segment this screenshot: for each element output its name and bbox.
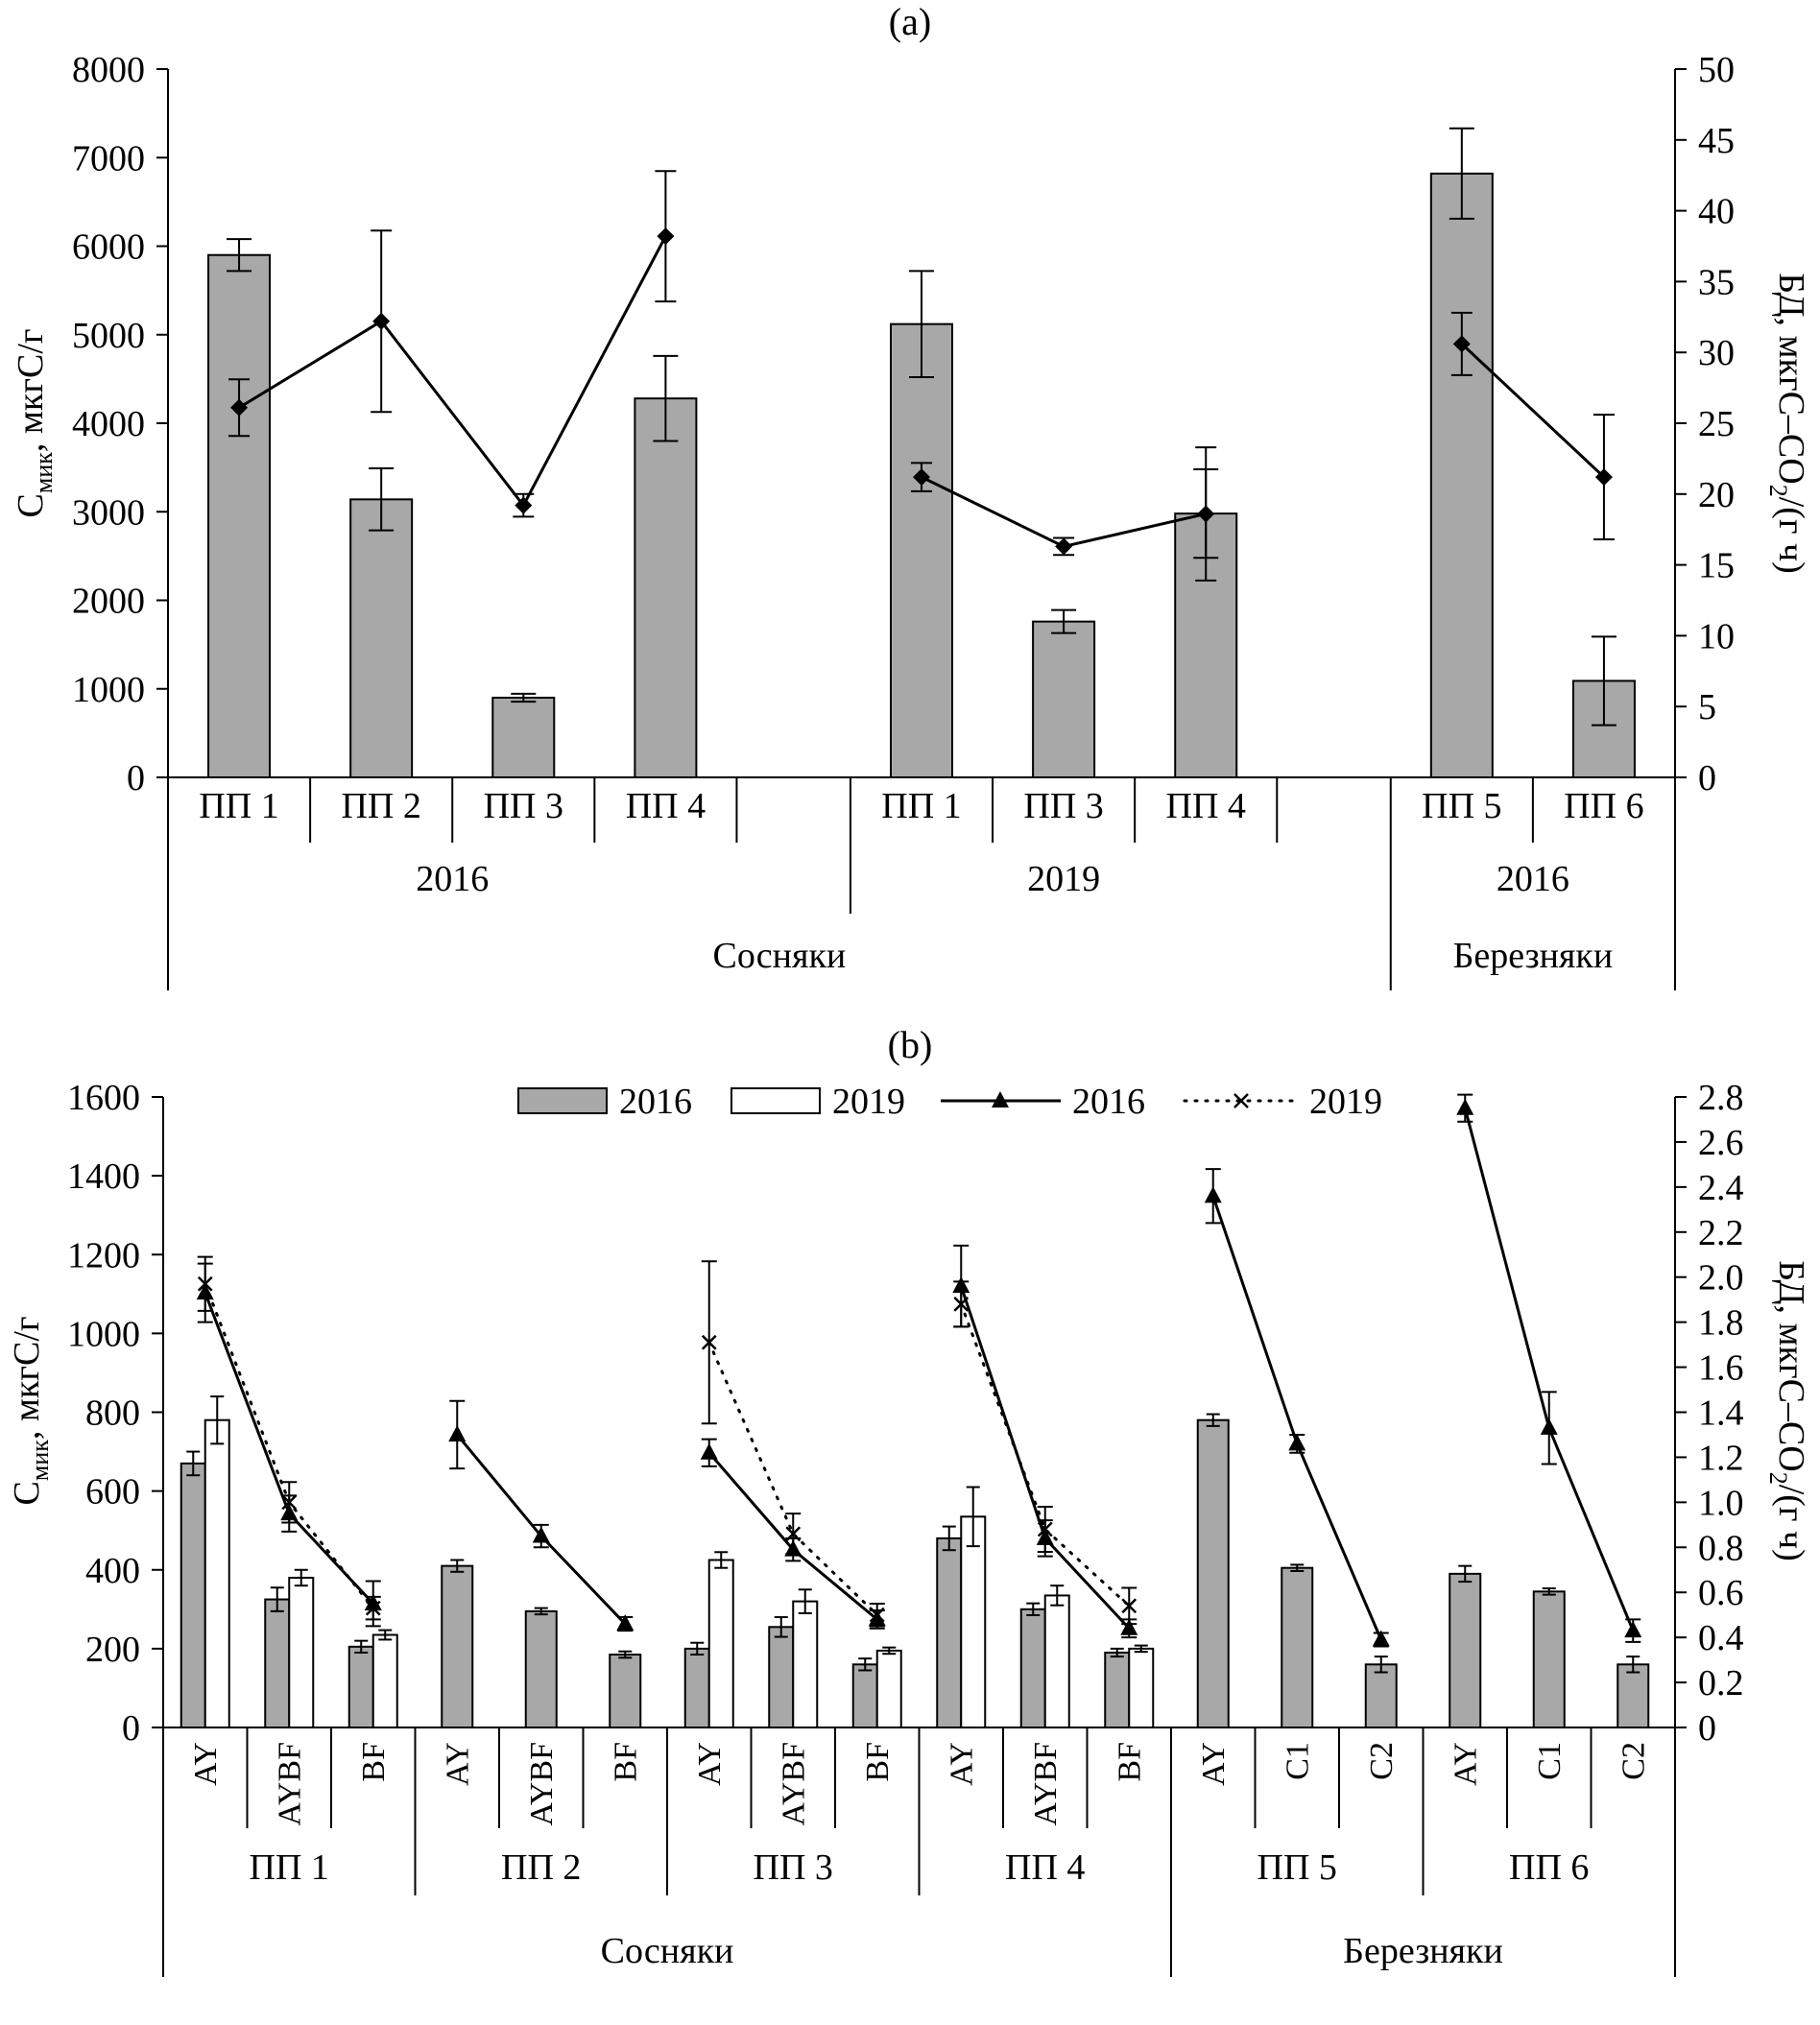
svg-text:1200: 1200 bbox=[67, 1235, 140, 1275]
svg-text:35: 35 bbox=[1698, 262, 1735, 302]
svg-text:BF: BF bbox=[608, 1742, 643, 1782]
svg-text:1.8: 1.8 bbox=[1698, 1303, 1744, 1344]
svg-text:2019: 2019 bbox=[1309, 1082, 1382, 1122]
svg-text:5000: 5000 bbox=[72, 316, 145, 356]
svg-text:2.0: 2.0 bbox=[1698, 1258, 1744, 1298]
svg-text:2016: 2016 bbox=[619, 1082, 692, 1122]
svg-text:ПП 1: ПП 1 bbox=[250, 1847, 329, 1888]
svg-text:20: 20 bbox=[1698, 475, 1735, 515]
svg-text:ПП 3: ПП 3 bbox=[484, 786, 563, 826]
svg-text:AY: AY bbox=[944, 1742, 979, 1786]
svg-text:C1: C1 bbox=[1532, 1742, 1568, 1780]
svg-text:C1: C1 bbox=[1280, 1742, 1315, 1780]
svg-text:40: 40 bbox=[1698, 192, 1735, 232]
svg-text:25: 25 bbox=[1698, 404, 1735, 444]
svg-text:2000: 2000 bbox=[72, 582, 145, 622]
svg-text:ПП 6: ПП 6 bbox=[1564, 786, 1643, 826]
svg-text:ПП 5: ПП 5 bbox=[1422, 786, 1501, 826]
svg-text:ПП 3: ПП 3 bbox=[1023, 786, 1103, 826]
svg-text:600: 600 bbox=[85, 1472, 140, 1513]
svg-text:0: 0 bbox=[1698, 1708, 1716, 1749]
svg-text:Сосняки: Сосняки bbox=[601, 1931, 734, 1971]
svg-text:2019: 2019 bbox=[1027, 859, 1100, 899]
svg-text:4000: 4000 bbox=[72, 404, 145, 444]
svg-text:7000: 7000 bbox=[72, 138, 145, 179]
svg-text:2.4: 2.4 bbox=[1698, 1168, 1744, 1208]
svg-text:ПП 4: ПП 4 bbox=[626, 786, 706, 826]
svg-text:AYBF: AYBF bbox=[524, 1742, 560, 1826]
svg-text:Березняки: Березняки bbox=[1453, 936, 1614, 976]
svg-text:AY: AY bbox=[1196, 1742, 1232, 1786]
svg-text:ПП 1: ПП 1 bbox=[881, 786, 961, 826]
svg-text:200: 200 bbox=[85, 1630, 140, 1670]
svg-text:2016: 2016 bbox=[1072, 1082, 1145, 1122]
svg-text:1400: 1400 bbox=[67, 1156, 140, 1197]
svg-text:1000: 1000 bbox=[67, 1314, 140, 1354]
svg-text:AY: AY bbox=[188, 1742, 224, 1786]
svg-text:0: 0 bbox=[1698, 758, 1716, 798]
svg-text:1.2: 1.2 bbox=[1698, 1438, 1744, 1478]
svg-text:BF: BF bbox=[356, 1742, 392, 1782]
svg-text:2016: 2016 bbox=[416, 859, 489, 899]
svg-text:AY: AY bbox=[692, 1742, 728, 1786]
svg-text:ПП 4: ПП 4 bbox=[1166, 786, 1246, 826]
svg-text:2.2: 2.2 bbox=[1698, 1213, 1744, 1253]
svg-text:AYBF: AYBF bbox=[272, 1742, 307, 1826]
svg-text:1000: 1000 bbox=[72, 670, 145, 710]
svg-text:1.4: 1.4 bbox=[1698, 1394, 1744, 1434]
svg-text:BF: BF bbox=[860, 1742, 896, 1782]
svg-text:БД, мкгС–СО2/(г ч): БД, мкгС–СО2/(г ч) bbox=[1764, 1260, 1811, 1561]
svg-text:ПП 2: ПП 2 bbox=[501, 1847, 581, 1888]
svg-text:0.8: 0.8 bbox=[1698, 1528, 1744, 1568]
svg-text:10: 10 bbox=[1698, 616, 1735, 656]
svg-text:AY: AY bbox=[440, 1742, 475, 1786]
svg-text:0.6: 0.6 bbox=[1698, 1573, 1744, 1613]
svg-text:AY: AY bbox=[1448, 1742, 1483, 1786]
svg-text:0.4: 0.4 bbox=[1698, 1618, 1744, 1658]
svg-text:2.6: 2.6 bbox=[1698, 1123, 1744, 1163]
svg-text:50: 50 bbox=[1698, 50, 1735, 90]
svg-text:ПП 5: ПП 5 bbox=[1257, 1847, 1337, 1888]
svg-text:Смик, мкгС/г: Смик, мкгС/г bbox=[11, 329, 58, 518]
svg-text:Сосняки: Сосняки bbox=[712, 936, 846, 976]
svg-text:Березняки: Березняки bbox=[1343, 1931, 1503, 1971]
svg-text:ПП 6: ПП 6 bbox=[1509, 1847, 1589, 1888]
svg-text:(a): (a) bbox=[889, 0, 931, 43]
svg-text:BF: BF bbox=[1112, 1742, 1147, 1782]
svg-text:AYBF: AYBF bbox=[1028, 1742, 1064, 1826]
svg-text:1.6: 1.6 bbox=[1698, 1348, 1744, 1389]
svg-text:ПП 1: ПП 1 bbox=[199, 786, 278, 826]
svg-text:0: 0 bbox=[127, 758, 145, 798]
svg-text:2016: 2016 bbox=[1497, 859, 1569, 899]
svg-text:2.8: 2.8 bbox=[1698, 1078, 1744, 1118]
svg-text:2019: 2019 bbox=[832, 1082, 905, 1122]
svg-text:400: 400 bbox=[85, 1551, 140, 1591]
svg-text:ПП 2: ПП 2 bbox=[341, 786, 420, 826]
svg-text:3000: 3000 bbox=[72, 492, 145, 533]
svg-text:C2: C2 bbox=[1616, 1742, 1651, 1780]
svg-text:ПП 3: ПП 3 bbox=[754, 1847, 833, 1888]
svg-text:БД, мкгС–СО2/(г ч): БД, мкгС–СО2/(г ч) bbox=[1764, 273, 1811, 574]
svg-text:8000: 8000 bbox=[72, 50, 145, 90]
svg-text:(b): (b) bbox=[888, 1023, 933, 1066]
svg-text:1600: 1600 bbox=[67, 1078, 140, 1118]
svg-text:5: 5 bbox=[1698, 687, 1716, 727]
svg-text:45: 45 bbox=[1698, 121, 1735, 161]
svg-text:AYBF: AYBF bbox=[776, 1742, 811, 1826]
svg-text:800: 800 bbox=[85, 1394, 140, 1434]
svg-text:30: 30 bbox=[1698, 333, 1735, 373]
svg-text:0.2: 0.2 bbox=[1698, 1663, 1744, 1703]
svg-text:1.0: 1.0 bbox=[1698, 1483, 1744, 1523]
svg-text:6000: 6000 bbox=[72, 227, 145, 268]
svg-text:C2: C2 bbox=[1364, 1742, 1400, 1780]
svg-text:0: 0 bbox=[122, 1708, 140, 1749]
svg-text:Смик, мкгС/г: Смик, мкгС/г bbox=[7, 1317, 54, 1506]
svg-text:15: 15 bbox=[1698, 546, 1735, 586]
svg-text:ПП 4: ПП 4 bbox=[1005, 1847, 1085, 1888]
